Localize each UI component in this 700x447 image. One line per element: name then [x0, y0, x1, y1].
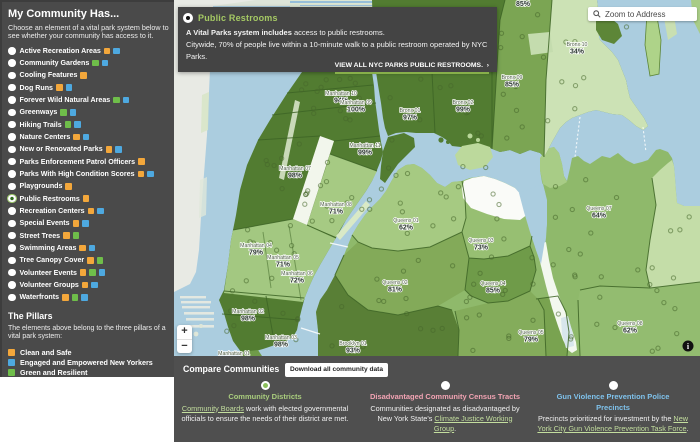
svg-text:Manhattan 03: Manhattan 03	[265, 335, 297, 341]
svg-text:97%: 97%	[403, 115, 418, 122]
svg-text:Queens 07: Queens 07	[586, 206, 611, 212]
svg-text:Manhattan 01: Manhattan 01	[218, 351, 250, 356]
svg-text:64%: 64%	[592, 213, 607, 220]
svg-text:99%: 99%	[456, 107, 471, 114]
svg-text:Manhattan 02: Manhattan 02	[232, 309, 264, 315]
svg-text:Brooklyn 01: Brooklyn 01	[339, 341, 367, 347]
svg-text:Manhattan 07: Manhattan 07	[279, 166, 311, 172]
svg-text:Bronx 02: Bronx 02	[453, 100, 474, 106]
svg-text:Manhattan 05: Manhattan 05	[267, 255, 299, 261]
svg-text:79%: 79%	[524, 337, 539, 344]
svg-text:Queens 03: Queens 03	[468, 238, 493, 244]
svg-text:62%: 62%	[623, 328, 638, 335]
svg-text:Manhattan 04: Manhattan 04	[240, 243, 272, 249]
svg-text:i: i	[687, 342, 690, 351]
svg-text:Bronx 10: Bronx 10	[567, 42, 588, 48]
svg-text:85%: 85%	[486, 288, 501, 295]
svg-text:98%: 98%	[274, 342, 289, 349]
svg-text:Bronx 01: Bronx 01	[400, 108, 421, 114]
svg-text:94%: 94%	[334, 98, 349, 105]
svg-text:72%: 72%	[290, 278, 305, 285]
svg-text:100%: 100%	[347, 107, 366, 114]
svg-text:73%: 73%	[474, 245, 489, 252]
svg-text:98%: 98%	[241, 316, 256, 323]
svg-text:Queens 02: Queens 02	[382, 280, 407, 286]
svg-text:Manhattan 11: Manhattan 11	[349, 143, 380, 149]
svg-text:Bronx 09: Bronx 09	[502, 75, 523, 81]
svg-text:Manhattan 06: Manhattan 06	[281, 271, 313, 277]
svg-text:Manhattan 10: Manhattan 10	[325, 91, 357, 97]
svg-text:98%: 98%	[288, 173, 303, 180]
svg-text:Queens 08: Queens 08	[617, 321, 642, 327]
svg-text:85%: 85%	[505, 82, 520, 89]
svg-text:85%: 85%	[516, 1, 531, 8]
svg-text:Manhattan 08: Manhattan 08	[320, 202, 352, 208]
svg-text:34%: 34%	[570, 49, 585, 56]
svg-text:93%: 93%	[346, 348, 361, 355]
svg-text:79%: 79%	[249, 250, 264, 257]
svg-text:Manhattan 09: Manhattan 09	[340, 100, 372, 106]
svg-text:Queens 01: Queens 01	[393, 218, 418, 224]
svg-text:71%: 71%	[329, 209, 344, 216]
svg-text:Queens 05: Queens 05	[518, 330, 543, 336]
svg-text:71%: 71%	[276, 262, 291, 269]
svg-text:99%: 99%	[358, 150, 373, 157]
svg-text:81%: 81%	[388, 287, 403, 294]
svg-text:62%: 62%	[399, 225, 414, 232]
svg-text:Queens 04: Queens 04	[480, 281, 505, 287]
